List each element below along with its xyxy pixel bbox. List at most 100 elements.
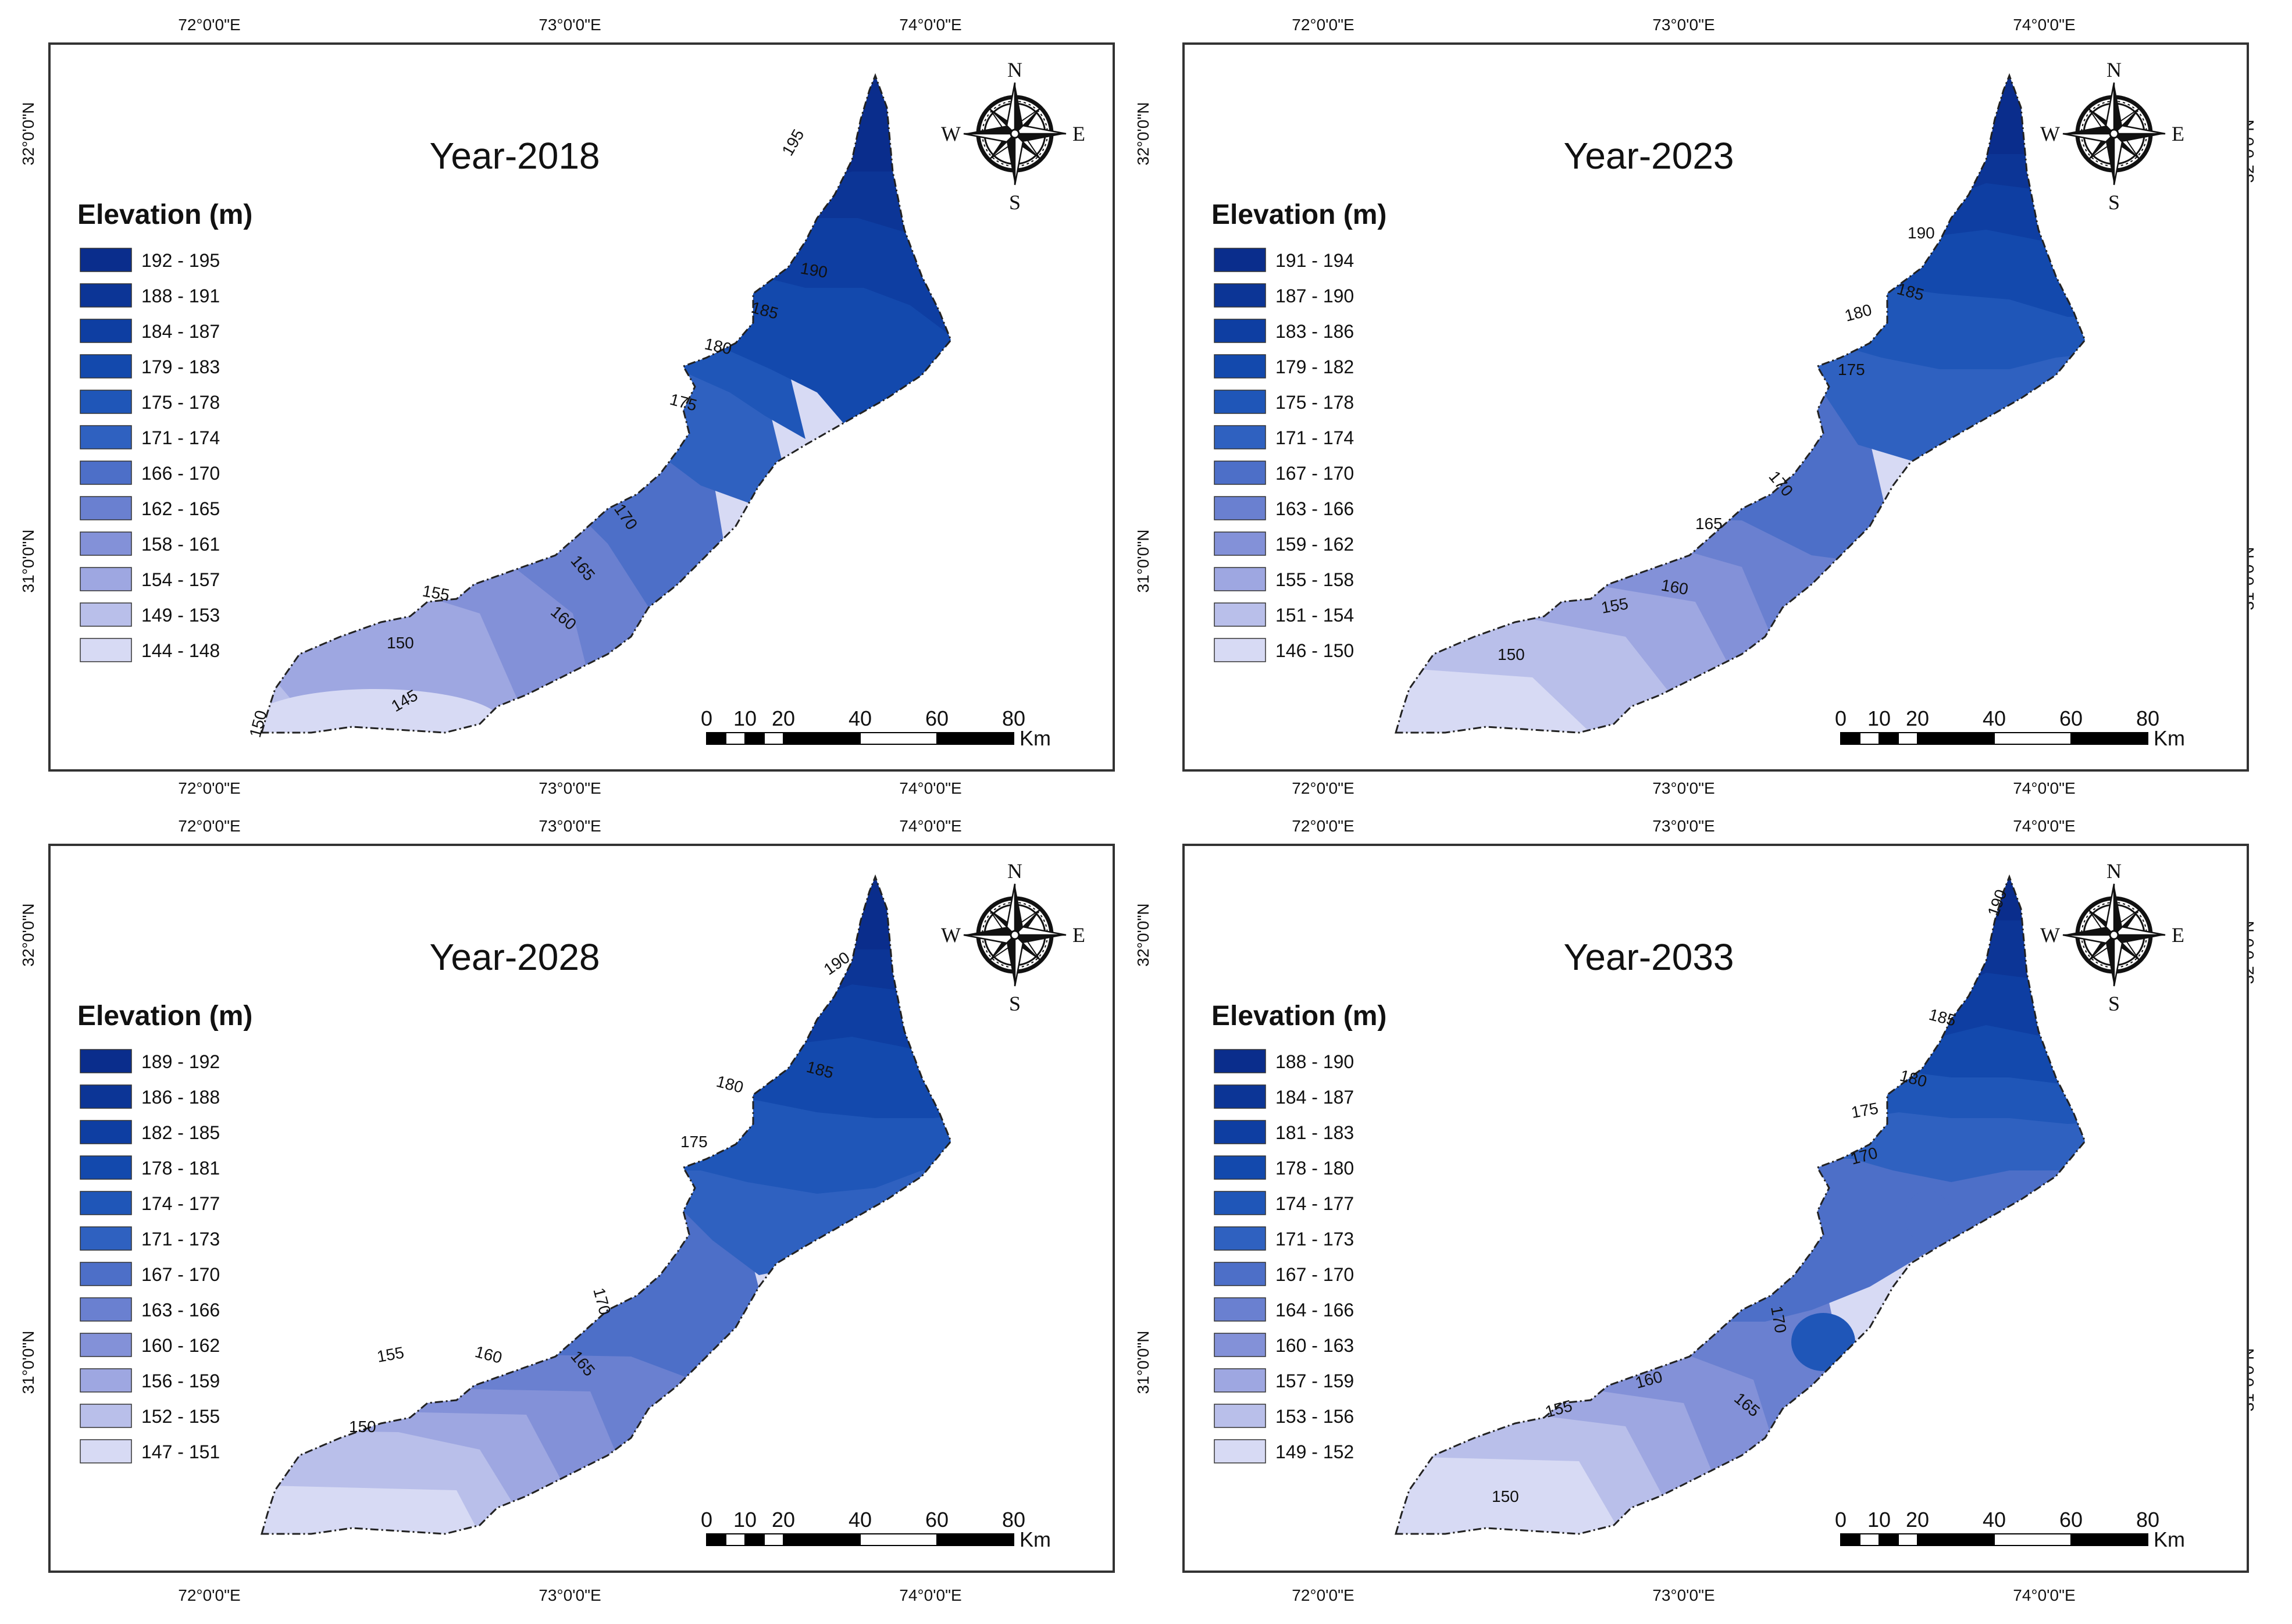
legend: 188 - 190 184 - 187 181 - 183 178 - 180 … — [1214, 1049, 1354, 1464]
compass-s: S — [2108, 992, 2120, 1015]
legend-label: 162 - 165 — [141, 498, 220, 519]
legend-swatch — [80, 602, 132, 627]
lat-label-left: 32°0'0"N — [19, 904, 37, 967]
contour-label: 150 — [349, 1418, 376, 1436]
legend-swatch — [80, 248, 132, 272]
lon-label-bottom: 72°0'0"E — [178, 1586, 240, 1604]
legend-label: 167 - 170 — [1275, 1264, 1354, 1285]
compass-e: E — [2172, 923, 2184, 947]
legend: 189 - 192 186 - 188 182 - 185 178 - 181 … — [80, 1049, 220, 1464]
map-panel-2028: 72°0'0"E 73°0'0"E 74°0'0"E 72°0'0"E 73°0… — [19, 817, 1115, 1604]
lon-label-top: 74°0'0"E — [2013, 16, 2075, 34]
compass-s: S — [1009, 191, 1021, 214]
lat-label-left: 32°0'0"N — [19, 102, 37, 166]
legend-label: 187 - 190 — [1275, 285, 1354, 306]
legend-label: 188 - 190 — [1275, 1051, 1354, 1072]
scale-tick: 80 — [1002, 1508, 1025, 1532]
legend: 191 - 194 187 - 190 183 - 186 179 - 182 … — [1214, 248, 1354, 662]
compass-e: E — [2172, 122, 2184, 145]
legend-label: 174 - 177 — [1275, 1193, 1354, 1214]
legend-label: 174 - 177 — [141, 1193, 220, 1214]
lat-label-left: 31°0'0"N — [1134, 1331, 1152, 1394]
lon-label-top: 72°0'0"E — [1292, 16, 1354, 34]
scale-tick: 0 — [1835, 706, 1847, 730]
compass-n: N — [2106, 58, 2122, 81]
legend-label: 164 - 166 — [1275, 1300, 1354, 1320]
contour-label: 175 — [1838, 361, 1865, 379]
legend-label: 186 - 188 — [141, 1087, 220, 1108]
study-area-boundary — [1395, 874, 2086, 1535]
legend-swatch — [80, 1439, 132, 1464]
map-panel-2033: 72°0'0"E 73°0'0"E 74°0'0"E 72°0'0"E 73°0… — [1134, 817, 2257, 1604]
lon-label-top: 73°0'0"E — [539, 16, 601, 34]
scale-tick: 20 — [772, 1508, 795, 1532]
legend-swatch — [80, 1333, 132, 1357]
legend-label: 167 - 170 — [1275, 463, 1354, 484]
legend-swatch — [80, 1404, 132, 1428]
scale-tick: 80 — [2136, 706, 2159, 730]
legend-label: 144 - 148 — [141, 640, 220, 661]
scale-tick: 80 — [2136, 1508, 2159, 1532]
legend-swatch — [1214, 390, 1266, 414]
legend-swatch — [80, 1120, 132, 1144]
legend-swatch — [1214, 1297, 1266, 1322]
scale-tick: 10 — [1867, 1508, 1891, 1532]
compass-n: N — [1007, 58, 1022, 81]
lon-label-bottom: 74°0'0"E — [899, 779, 961, 797]
scale-bar: 0 10 20 40 60 80 Km — [701, 706, 1051, 750]
north-arrow: N S E W — [941, 58, 1085, 214]
contour-label: 150 — [387, 634, 414, 652]
compass-w: W — [941, 122, 961, 145]
scale-unit: Km — [2154, 726, 2185, 750]
legend-swatch — [1214, 1191, 1266, 1215]
legend-swatch — [1214, 461, 1266, 485]
scale-tick: 80 — [1002, 706, 1025, 730]
legend-swatch — [1214, 1226, 1266, 1251]
legend-swatch — [1214, 531, 1266, 556]
lon-label-bottom: 73°0'0"E — [1652, 1586, 1714, 1604]
lat-label-left: 31°0'0"N — [1134, 530, 1152, 593]
scale-tick: 0 — [1835, 1508, 1847, 1532]
map-title: Year-2033 — [1564, 936, 1734, 978]
legend-label: 152 - 155 — [141, 1406, 220, 1427]
contour-label: 150 — [1492, 1487, 1519, 1505]
scale-tick: 0 — [701, 706, 712, 730]
legend-label: 175 - 178 — [141, 392, 220, 413]
compass-n: N — [2106, 859, 2122, 883]
legend-swatch — [1214, 1155, 1266, 1180]
legend-label: 147 - 151 — [141, 1441, 220, 1462]
legend-label: 149 - 153 — [141, 605, 220, 626]
legend-swatch — [1214, 496, 1266, 520]
legend-label: 181 - 183 — [1275, 1122, 1354, 1143]
legend-swatch — [80, 1226, 132, 1251]
legend-swatch — [1214, 1439, 1266, 1464]
legend-label: 171 - 173 — [1275, 1229, 1354, 1250]
lon-label-top: 73°0'0"E — [539, 817, 601, 835]
scale-tick: 40 — [1983, 1508, 2006, 1532]
legend-swatch — [80, 390, 132, 414]
scale-tick: 60 — [925, 1508, 949, 1532]
lon-label-bottom: 72°0'0"E — [178, 779, 240, 797]
legend-label: 158 - 161 — [141, 534, 220, 555]
scale-tick: 20 — [772, 706, 795, 730]
study-area-boundary — [1395, 73, 2086, 734]
legend-swatch — [80, 1368, 132, 1393]
legend-swatch — [1214, 425, 1266, 449]
legend-swatch — [1214, 1368, 1266, 1393]
scale-tick: 0 — [701, 1508, 712, 1532]
scale-bar: 0 10 20 40 60 80 Km — [1835, 706, 2185, 750]
scale-tick: 10 — [733, 706, 757, 730]
lon-label-bottom: 72°0'0"E — [1292, 779, 1354, 797]
legend-title: Elevation (m) — [1211, 1001, 1386, 1031]
lon-label-top: 74°0'0"E — [2013, 817, 2075, 835]
legend-swatch — [80, 531, 132, 556]
legend-label: 154 - 157 — [141, 569, 220, 590]
scale-tick: 40 — [849, 1508, 872, 1532]
scale-tick: 40 — [849, 706, 872, 730]
north-arrow: N S E W — [2040, 859, 2184, 1015]
lon-label-bottom: 72°0'0"E — [1292, 1586, 1354, 1604]
scale-tick: 10 — [1867, 706, 1891, 730]
legend-swatch — [1214, 354, 1266, 379]
legend: 192 - 195 188 - 191 184 - 187 179 - 183 … — [80, 248, 220, 662]
legend-label: 160 - 162 — [141, 1335, 220, 1356]
